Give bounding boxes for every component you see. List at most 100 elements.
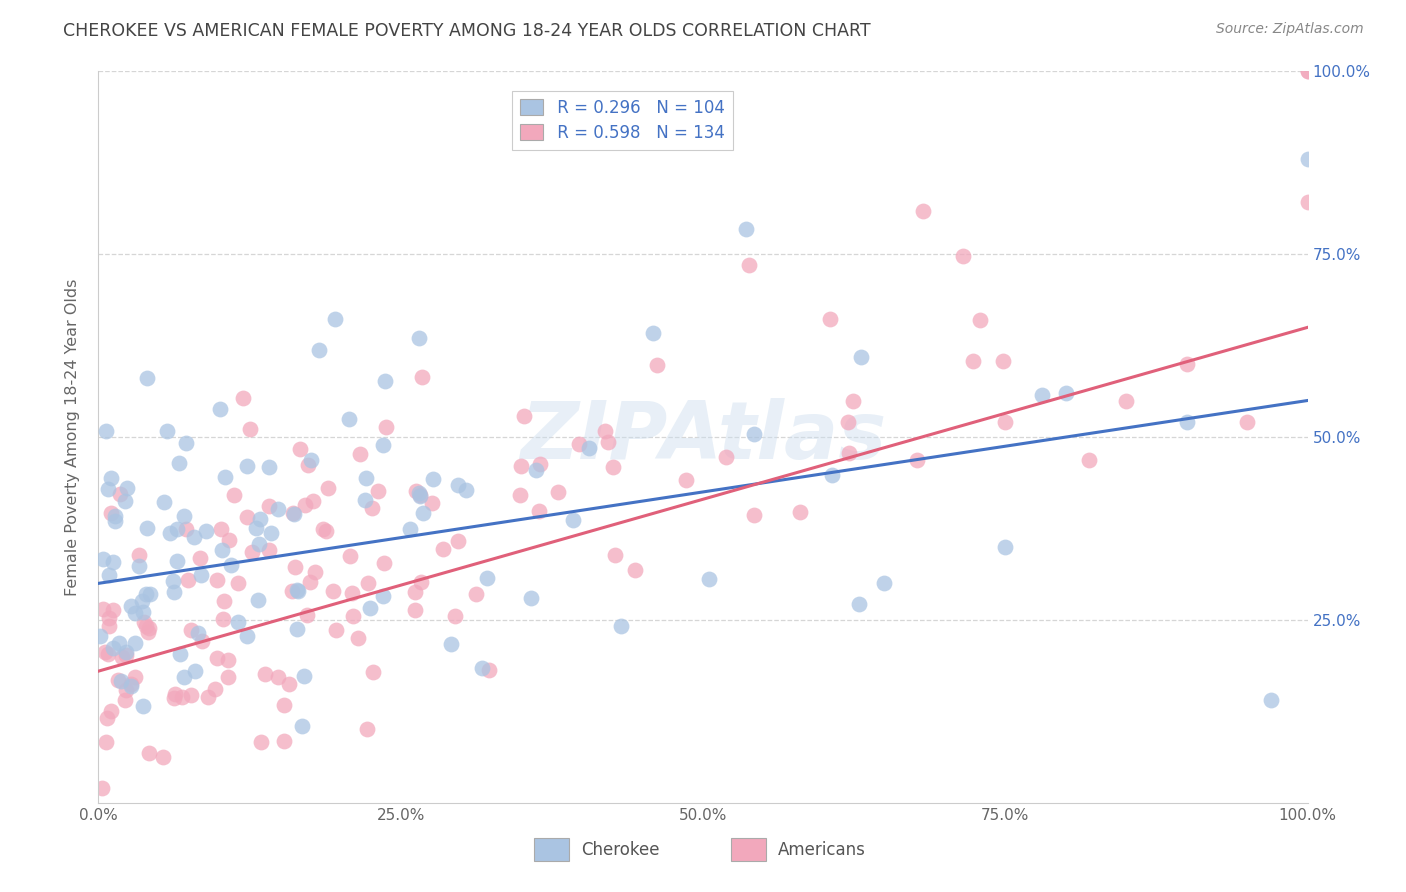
Point	[107, 673, 129, 688]
Point	[991, 354, 1014, 368]
Text: Cherokee: Cherokee	[581, 840, 659, 859]
Point	[120, 676, 142, 690]
Point	[446, 533, 468, 548]
Point	[222, 488, 245, 502]
Point	[273, 698, 295, 713]
Point	[464, 587, 486, 601]
Point	[734, 222, 756, 236]
Point	[247, 593, 270, 607]
Point	[205, 573, 228, 587]
Point	[443, 608, 465, 623]
Point	[408, 486, 430, 500]
Point	[152, 495, 174, 509]
Point	[162, 584, 184, 599]
Point	[962, 354, 984, 368]
Point	[240, 544, 263, 558]
Point	[139, 587, 162, 601]
Point	[292, 669, 315, 683]
Point	[323, 312, 346, 326]
Point	[969, 313, 991, 327]
Point	[412, 506, 434, 520]
Point	[101, 640, 124, 655]
Point	[873, 576, 896, 591]
Point	[1236, 416, 1258, 430]
Point	[249, 536, 271, 550]
Point	[163, 691, 186, 706]
Point	[645, 358, 668, 372]
Point	[1054, 386, 1077, 401]
Point	[184, 665, 207, 679]
Point	[212, 612, 235, 626]
Point	[602, 460, 624, 475]
Point	[374, 420, 396, 434]
Point	[177, 573, 200, 587]
Point	[100, 471, 122, 485]
Point	[339, 549, 361, 563]
Point	[849, 351, 872, 365]
Point	[235, 458, 257, 473]
Point	[254, 667, 277, 681]
Point	[135, 619, 157, 633]
Point	[162, 574, 184, 588]
Text: ZIPAtlas: ZIPAtlas	[520, 398, 886, 476]
Text: Americans: Americans	[778, 840, 866, 859]
Point	[194, 524, 217, 538]
Point	[94, 645, 117, 659]
Point	[359, 600, 381, 615]
Point	[789, 505, 811, 519]
Point	[131, 594, 153, 608]
Point	[738, 258, 761, 272]
Point	[208, 401, 231, 416]
Point	[138, 621, 160, 635]
Point	[404, 585, 426, 599]
Point	[291, 719, 314, 733]
Point	[209, 522, 232, 536]
Point	[325, 623, 347, 637]
Point	[211, 543, 233, 558]
Point	[226, 576, 249, 591]
Point	[115, 645, 138, 659]
Point	[111, 649, 134, 664]
Point	[316, 481, 339, 495]
Point	[374, 374, 396, 388]
Point	[91, 601, 114, 615]
Point	[267, 670, 290, 684]
Point	[373, 556, 395, 570]
Point	[848, 597, 870, 611]
Point	[174, 522, 197, 536]
Point	[114, 494, 136, 508]
Text: Source: ZipAtlas.com: Source: ZipAtlas.com	[1216, 22, 1364, 37]
Point	[172, 690, 194, 705]
Point	[166, 522, 188, 536]
Point	[1175, 357, 1198, 371]
Point	[356, 722, 378, 736]
Point	[294, 498, 316, 512]
Point	[409, 575, 432, 590]
Point	[509, 488, 531, 502]
Point	[315, 524, 337, 539]
Point	[169, 647, 191, 661]
Point	[299, 574, 322, 589]
Point	[128, 548, 150, 562]
Point	[994, 416, 1017, 430]
Point	[100, 704, 122, 718]
Point	[432, 541, 454, 556]
Point	[1296, 152, 1319, 166]
Point	[603, 548, 626, 562]
Point	[1175, 416, 1198, 430]
Point	[114, 692, 136, 706]
Point	[610, 619, 633, 633]
Point	[287, 583, 309, 598]
Point	[132, 615, 155, 629]
Point	[152, 750, 174, 764]
Point	[285, 582, 308, 597]
Point	[471, 661, 494, 675]
Point	[101, 603, 124, 617]
Point	[337, 412, 360, 426]
Point	[342, 609, 364, 624]
Point	[578, 441, 600, 455]
Point	[124, 636, 146, 650]
Point	[952, 249, 974, 263]
Point	[357, 575, 380, 590]
Point	[97, 568, 120, 582]
